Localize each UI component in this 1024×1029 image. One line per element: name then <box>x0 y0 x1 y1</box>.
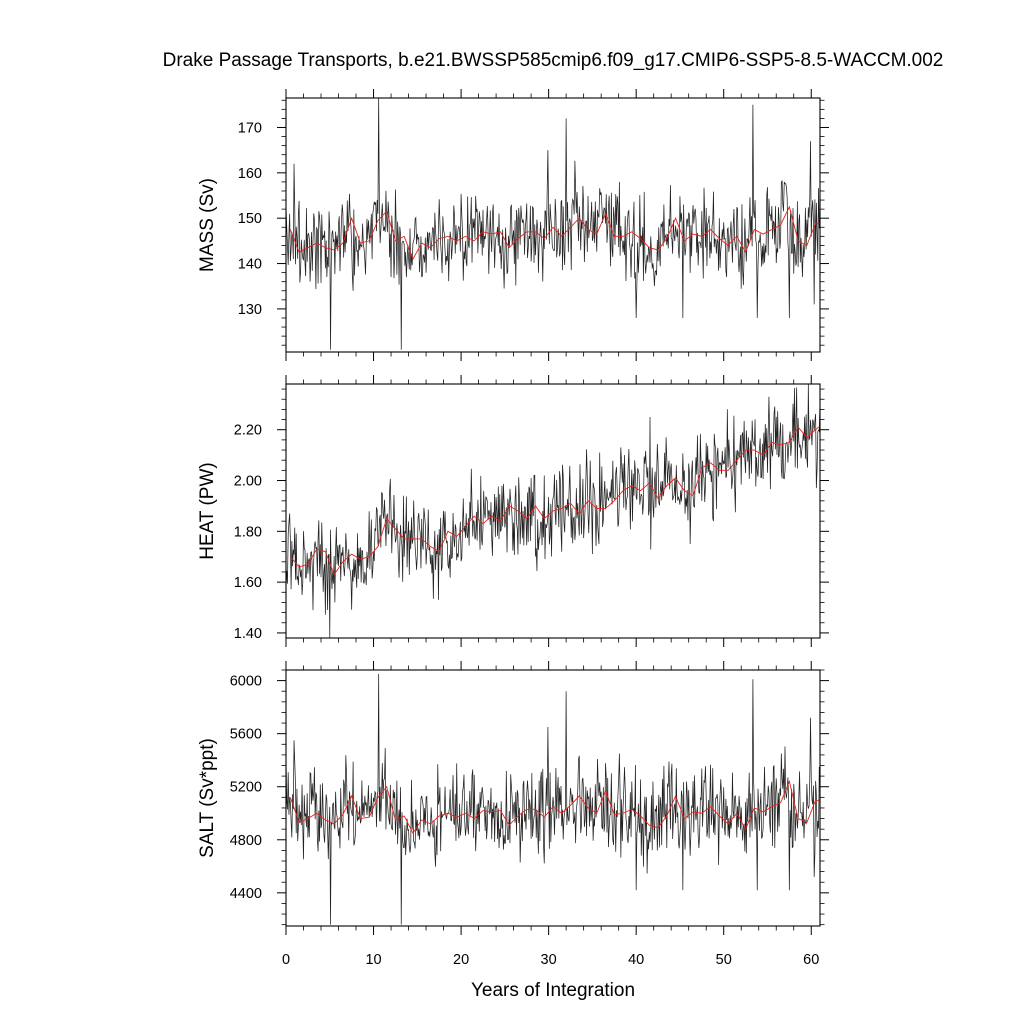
y-axis-title-heat: HEAT (PW) <box>197 462 218 559</box>
annual-mean-series-salt <box>289 779 820 835</box>
y-tick-label-heat: 1.80 <box>234 524 262 540</box>
y-tick-label-salt: 4400 <box>230 886 262 902</box>
y-tick-label-heat: 2.20 <box>234 423 262 439</box>
annual-mean-series-heat <box>290 425 820 576</box>
monthly-series-salt <box>286 673 820 925</box>
chart-title: Drake Passage Transports, b.e21.BWSSP585… <box>163 50 944 71</box>
y-tick-label-mass: 130 <box>238 302 262 318</box>
y-tick-label-heat: 1.60 <box>234 575 262 591</box>
annual-mean-series-mass <box>289 205 820 261</box>
x-tick-label: 20 <box>453 952 469 968</box>
y-tick-label-salt: 6000 <box>230 674 262 690</box>
y-axis-title-salt: SALT (Sv*ppt) <box>197 738 218 858</box>
x-tick-label: 30 <box>541 952 557 968</box>
y-tick-label-salt: 5200 <box>230 780 262 796</box>
x-tick-label: 10 <box>365 952 381 968</box>
x-tick-label: 60 <box>803 952 819 968</box>
x-tick-label: 50 <box>716 952 732 968</box>
y-tick-label-mass: 150 <box>238 211 262 227</box>
y-tick-label-heat: 1.40 <box>234 626 262 642</box>
y-tick-label-heat: 2.00 <box>234 474 262 490</box>
y-tick-label-mass: 170 <box>238 120 262 136</box>
y-tick-label-salt: 5600 <box>230 727 262 743</box>
y-axis-title-mass: MASS (Sv) <box>197 178 218 272</box>
x-tick-label: 0 <box>282 952 290 968</box>
y-tick-label-mass: 140 <box>238 257 262 273</box>
monthly-series-mass <box>286 98 820 350</box>
x-axis-title: Years of Integration <box>471 980 635 1001</box>
x-tick-label: 40 <box>628 952 644 968</box>
y-tick-label-mass: 160 <box>238 166 262 182</box>
plot-frame-mass <box>285 97 821 353</box>
plot-frame-salt <box>285 669 821 927</box>
y-tick-label-salt: 4800 <box>230 833 262 849</box>
